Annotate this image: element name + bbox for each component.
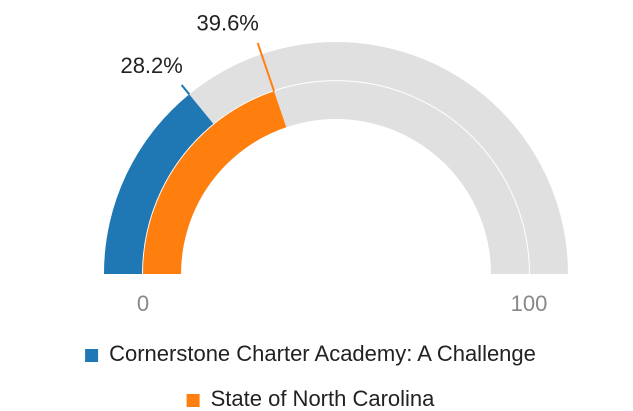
leader-line [180,84,191,95]
legend-swatch [85,349,99,362]
gauge-value [143,91,287,275]
tick tick-label: 100 [511,291,548,316]
legend-swatch [186,394,200,407]
value-label: 28.2% [120,53,182,78]
tick tick-label: 0 [137,291,149,316]
gauge-track [104,42,568,274]
value-label: 39.6% [196,11,258,36]
legend-label: Cornerstone Charter Academy: A Challenge [109,341,536,366]
gauge-value [104,94,214,274]
legend-label: State of North Carolina [211,386,436,411]
leader-line [256,42,276,92]
